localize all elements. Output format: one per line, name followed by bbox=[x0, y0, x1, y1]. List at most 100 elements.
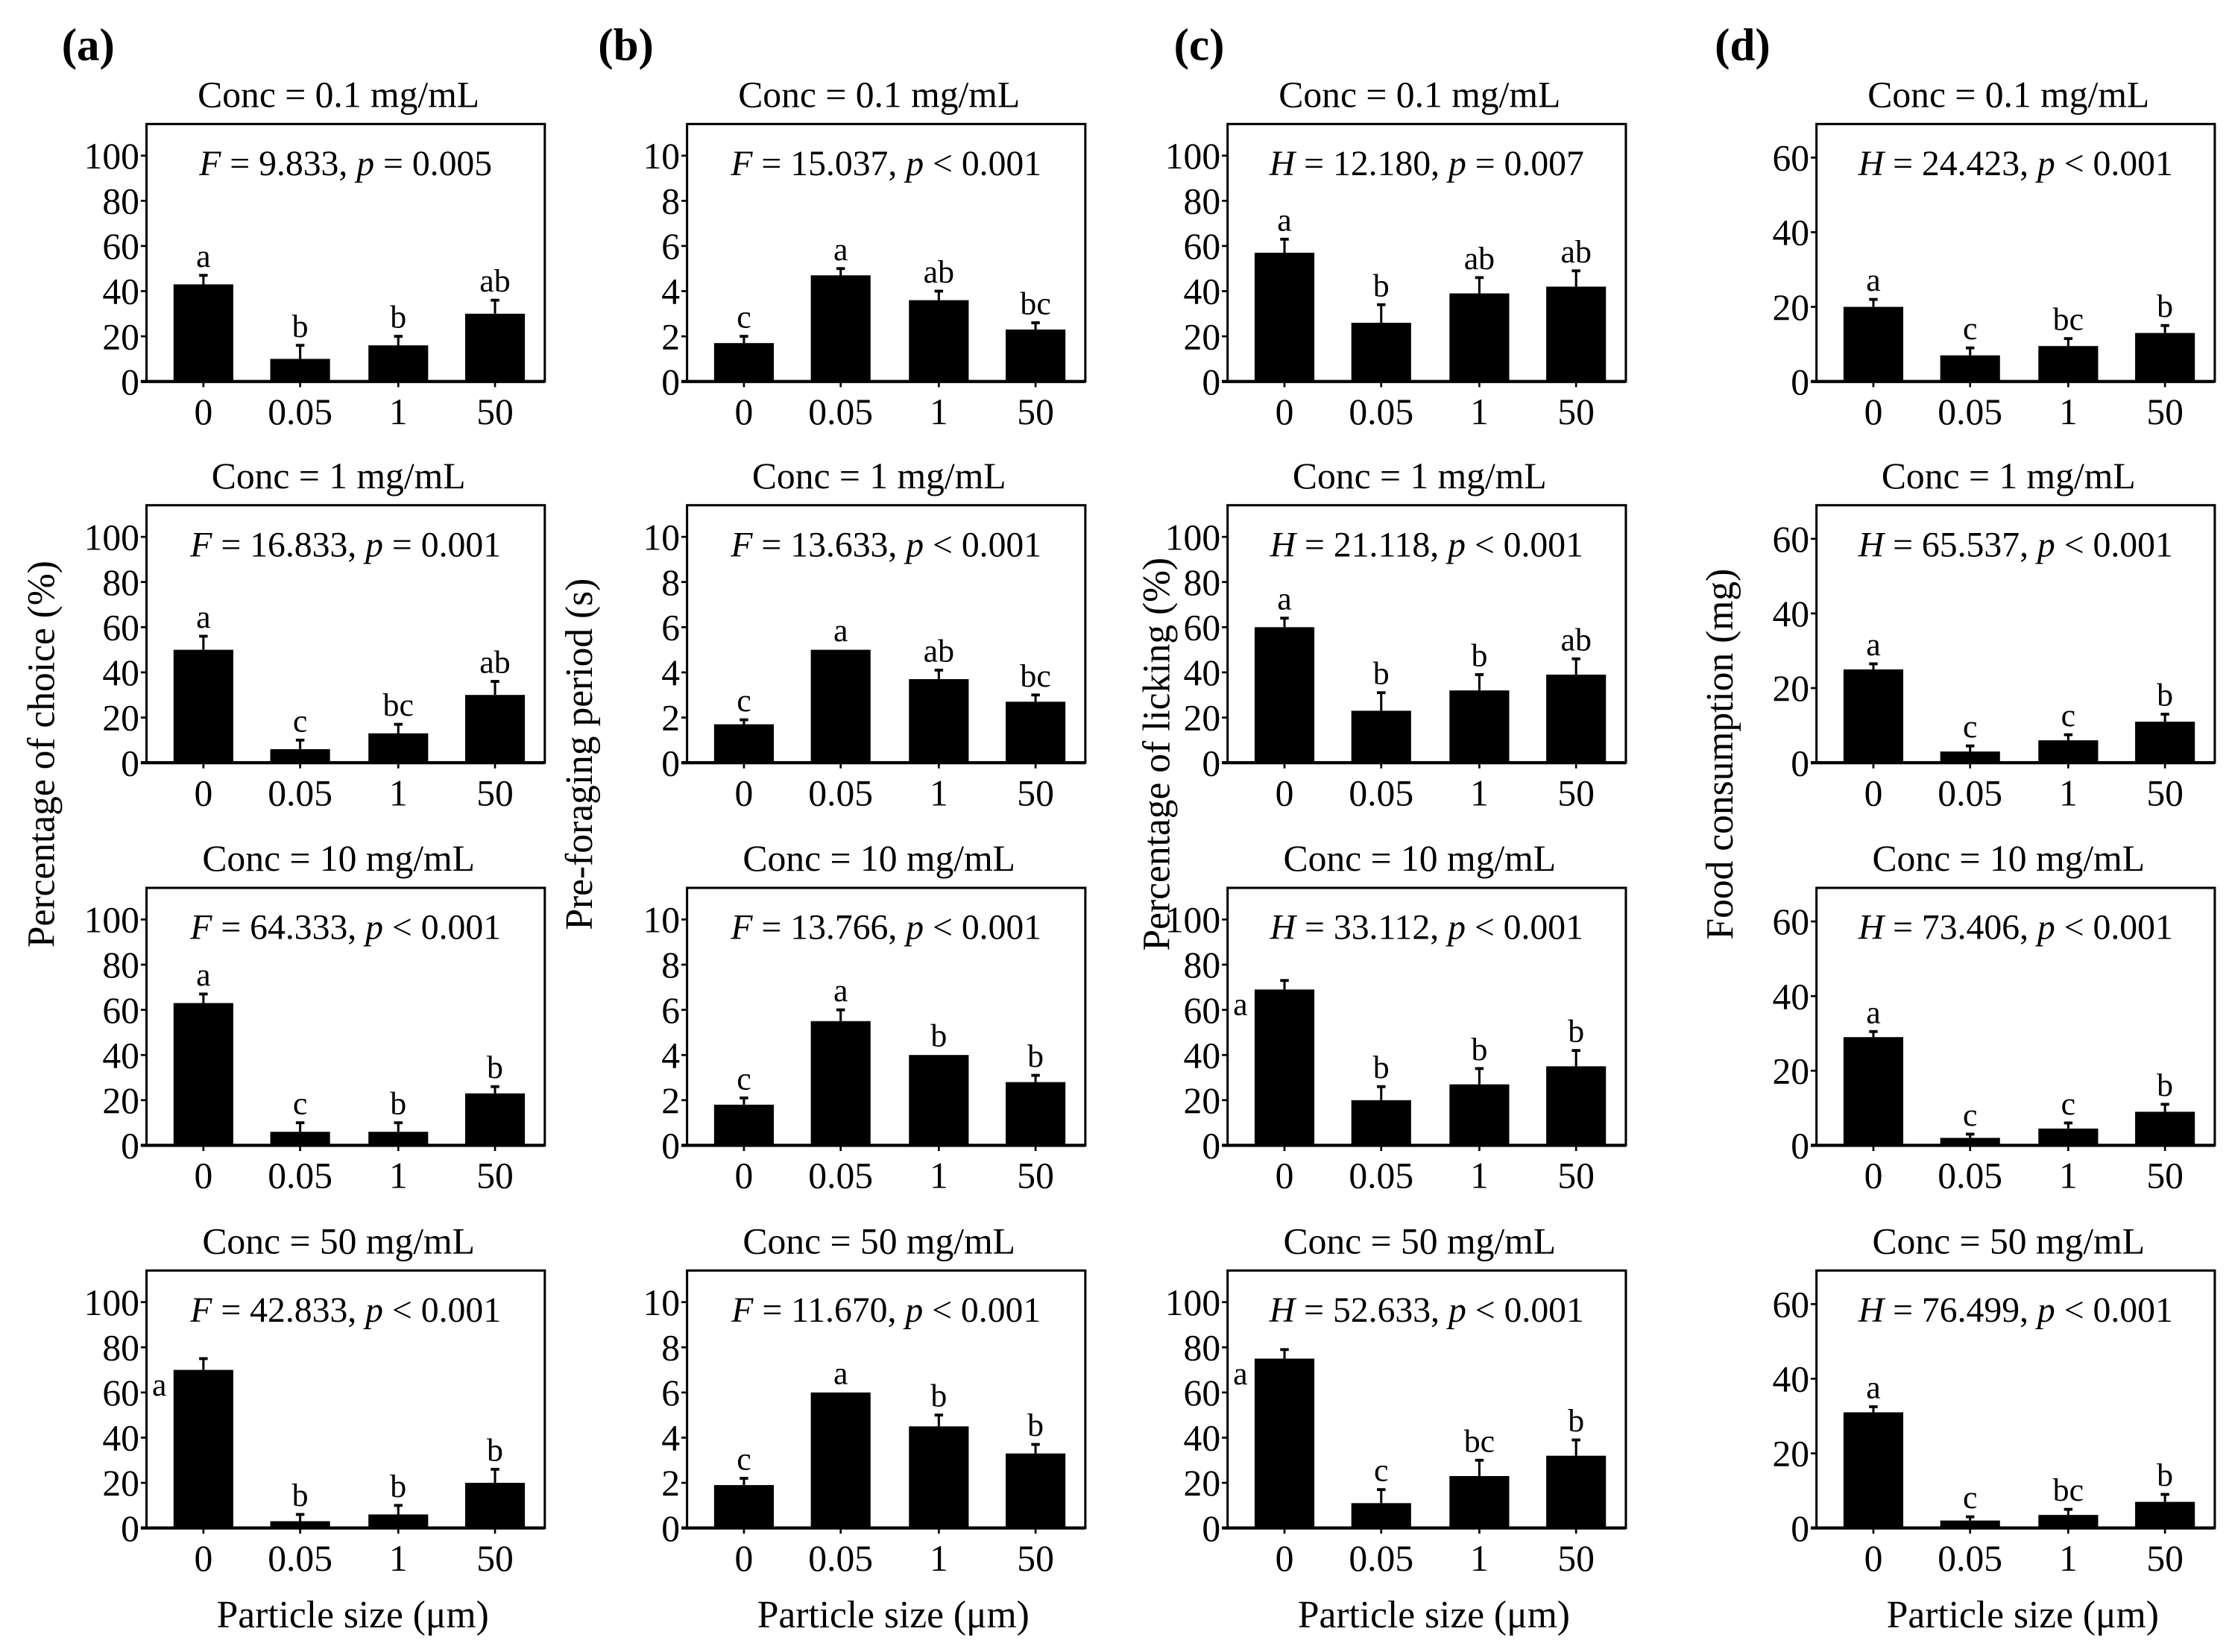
x-tick-label: 0 bbox=[735, 391, 754, 432]
chart-column-0: (a) Percentage of choice (%) Particle size… bbox=[21, 20, 546, 1636]
bar bbox=[270, 1132, 330, 1146]
significance-letter: ab bbox=[924, 254, 954, 290]
panel-label: (c) bbox=[1174, 20, 1225, 70]
y-tick-label: 10 bbox=[643, 900, 680, 941]
y-tick-label: 60 bbox=[102, 1372, 139, 1413]
subplot-title: Conc = 0.1 mg/mL bbox=[738, 74, 1020, 115]
x-tick-label: 0.05 bbox=[1349, 772, 1413, 813]
stat-test: F bbox=[189, 525, 212, 564]
bar bbox=[713, 1104, 775, 1146]
stat-p: p bbox=[904, 144, 924, 183]
x-tick-label: 1 bbox=[2059, 772, 2078, 813]
y-tick-label: 40 bbox=[1772, 976, 1809, 1017]
y-tick-label: 0 bbox=[1202, 1508, 1220, 1549]
y-tick-label: 0 bbox=[661, 1126, 680, 1167]
stat-annotation: F = 13.633, p < 0.001 bbox=[730, 525, 1041, 564]
stat-p-text: < 0.001 bbox=[2055, 908, 2173, 948]
x-tick-label: 1 bbox=[1470, 391, 1489, 432]
bar bbox=[1254, 1358, 1315, 1528]
y-axis-label: Food consumption (mg) bbox=[1699, 569, 1741, 940]
stat-test: F bbox=[730, 144, 753, 183]
significance-letter: b bbox=[292, 1478, 309, 1513]
x-tick-label: 0 bbox=[194, 1156, 212, 1197]
y-tick-label: 0 bbox=[1202, 362, 1220, 403]
y-tick-label: 100 bbox=[84, 136, 139, 177]
subplot-title: Conc = 1 mg/mL bbox=[752, 455, 1006, 496]
x-axis-label: Particle size (μm) bbox=[1298, 1594, 1570, 1636]
significance-letter: b bbox=[1373, 268, 1390, 303]
significance-letter: a bbox=[1866, 994, 1880, 1030]
significance-letter: c bbox=[1963, 709, 1977, 745]
stat-annotation: F = 13.766, p < 0.001 bbox=[730, 908, 1041, 948]
stat-value: = 42.833, bbox=[212, 1290, 365, 1330]
bar bbox=[1254, 627, 1315, 763]
significance-letter: a bbox=[152, 1367, 166, 1403]
subplot: Conc = 10 mg/mL F = 64.333, p < 0.001 0 204… bbox=[84, 838, 546, 1197]
stat-value: = 64.333, bbox=[212, 908, 365, 948]
y-tick-label: 100 bbox=[1165, 517, 1220, 558]
significance-letter: c bbox=[2061, 1086, 2075, 1122]
x-tick-label: 0 bbox=[1864, 1538, 1883, 1579]
bar bbox=[2135, 332, 2195, 382]
significance-letter: a bbox=[833, 973, 848, 1009]
x-tick-label: 50 bbox=[2146, 1538, 2184, 1579]
bar bbox=[1351, 322, 1411, 382]
stat-value: = 52.633, bbox=[1295, 1290, 1448, 1330]
x-tick-label: 0.05 bbox=[268, 391, 332, 432]
x-tick-label: 1 bbox=[930, 1156, 948, 1197]
significance-letter: a bbox=[833, 1355, 848, 1391]
significance-letter: a bbox=[1866, 627, 1880, 663]
bar bbox=[1449, 690, 1510, 763]
bar bbox=[1006, 1082, 1066, 1146]
y-tick-label: 80 bbox=[102, 945, 139, 986]
subplot-title: Conc = 0.1 mg/mL bbox=[1279, 74, 1560, 115]
stat-test: H bbox=[1858, 525, 1886, 564]
x-tick-label: 0.05 bbox=[268, 1156, 332, 1197]
stat-p-text: < 0.001 bbox=[924, 525, 1041, 564]
subplot: Conc = 50 mg/mLH = 52.633, p < 0.0010204… bbox=[1165, 1220, 1627, 1579]
y-tick-label: 40 bbox=[1184, 1035, 1221, 1076]
stat-annotation: F = 42.833, p < 0.001 bbox=[189, 1290, 501, 1330]
x-tick-label: 0 bbox=[1276, 391, 1294, 432]
significance-letter: b bbox=[487, 1050, 503, 1085]
y-tick-label: 80 bbox=[1184, 181, 1221, 222]
stat-test: F bbox=[731, 1290, 754, 1330]
significance-letter: c bbox=[737, 1061, 751, 1097]
y-tick-label: 6 bbox=[661, 607, 680, 648]
y-tick-label: 80 bbox=[1184, 562, 1221, 603]
x-tick-label: 1 bbox=[389, 772, 408, 813]
stat-annotation: F = 16.833, p = 0.001 bbox=[189, 525, 501, 564]
y-tick-label: 2 bbox=[661, 1463, 680, 1504]
bar bbox=[1449, 293, 1510, 382]
y-tick-label: 8 bbox=[661, 181, 680, 222]
stat-p: p bbox=[354, 144, 374, 183]
y-tick-label: 100 bbox=[1165, 1282, 1220, 1323]
y-axis-label: Percentage of licking (%) bbox=[1135, 558, 1178, 951]
significance-letter: ab bbox=[479, 645, 510, 681]
significance-letter: ab bbox=[1560, 234, 1591, 270]
significance-letter: c bbox=[737, 300, 751, 335]
y-tick-label: 60 bbox=[1184, 226, 1221, 267]
x-tick-label: 0 bbox=[735, 1156, 754, 1197]
stat-p-text: < 0.001 bbox=[1466, 908, 1583, 948]
stat-value: = 73.406, bbox=[1884, 908, 2037, 948]
bar bbox=[909, 300, 969, 382]
significance-letter: c bbox=[293, 1086, 307, 1122]
y-tick-label: 100 bbox=[84, 900, 139, 941]
bar bbox=[270, 1521, 330, 1528]
stat-test: H bbox=[1269, 1290, 1297, 1330]
stat-value: = 12.180, bbox=[1295, 144, 1448, 183]
bar bbox=[1546, 1066, 1607, 1146]
bar bbox=[173, 1369, 233, 1528]
significance-letter: c bbox=[1374, 1453, 1388, 1489]
stat-test: F bbox=[189, 908, 212, 948]
x-tick-label: 0 bbox=[1864, 1156, 1883, 1197]
x-tick-label: 0 bbox=[194, 391, 212, 432]
y-tick-label: 8 bbox=[661, 1327, 680, 1368]
y-tick-label: 4 bbox=[661, 1035, 680, 1076]
x-tick-label: 50 bbox=[476, 1156, 514, 1197]
y-tick-label: 100 bbox=[84, 1282, 139, 1323]
bar bbox=[713, 1485, 775, 1528]
significance-letter: bc bbox=[1464, 1423, 1495, 1459]
